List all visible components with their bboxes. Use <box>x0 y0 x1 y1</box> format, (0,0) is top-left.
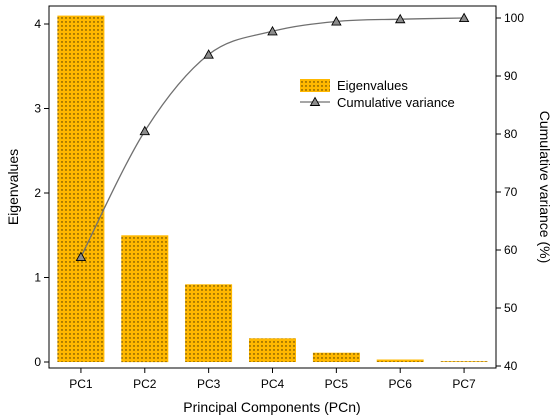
cumulative-point-pc7 <box>458 12 470 23</box>
x-tick-label-pc1: PC1 <box>69 377 93 391</box>
cumulative-variance-line <box>80 17 465 258</box>
legend-label-eigenvalues: Eigenvalues <box>337 78 408 93</box>
y-tick-label: 2 <box>34 186 41 200</box>
y2-tick-label: 60 <box>504 243 518 257</box>
x-tick-label-pc5: PC5 <box>325 377 349 391</box>
bar-pc3 <box>185 284 233 362</box>
cumulative-point-pc1 <box>75 251 87 262</box>
y2-tick-label: 80 <box>504 127 518 141</box>
cumulative-point-pc3 <box>203 49 214 59</box>
cumulative-point-pc5 <box>331 16 342 26</box>
y-tick-label: 1 <box>34 271 41 285</box>
x-tick-label-pc3: PC3 <box>197 377 221 391</box>
y-tick-label: 0 <box>34 355 41 369</box>
legend: Eigenvalues Cumulative variance <box>300 78 455 110</box>
x-axis: PC1 PC2 PC3 PC4 PC5 PC6 PC7 <box>69 368 476 391</box>
x-tick-label-pc7: PC7 <box>452 377 476 391</box>
bar-pc5 <box>312 352 360 362</box>
y2-tick-label: 90 <box>504 69 518 83</box>
bar-pc6 <box>376 359 424 362</box>
y2-tick-label: 40 <box>504 359 518 373</box>
right-axis: 40 50 60 70 80 90 100 <box>496 11 524 373</box>
bar-pc2 <box>121 235 169 363</box>
y2-tick-label: 100 <box>504 11 524 25</box>
left-axis: 0 1 2 3 4 <box>34 17 49 369</box>
x-tick-label-pc6: PC6 <box>389 377 413 391</box>
bars-layer <box>57 15 488 363</box>
cumulative-line-layer <box>75 12 470 262</box>
y2-tick-label: 70 <box>504 185 518 199</box>
cumulative-point-pc6 <box>394 13 406 24</box>
x-axis-title: Principal Components (PCn) <box>183 399 360 415</box>
cumulative-point-pc4 <box>267 25 278 36</box>
y2-tick-label: 50 <box>504 301 518 315</box>
y-tick-label: 4 <box>34 17 41 31</box>
plot-frame <box>48 5 497 369</box>
legend-label-cumulative: Cumulative variance <box>337 95 455 110</box>
y-tick-label: 3 <box>34 102 41 116</box>
y-axis-title: Eigenvalues <box>5 149 21 225</box>
x-tick-label-pc2: PC2 <box>133 377 157 391</box>
cumulative-point-pc2 <box>139 125 151 136</box>
legend-swatch-eigenvalues <box>300 79 330 92</box>
legend-marker-cumulative <box>309 96 321 106</box>
bar-pc7 <box>440 361 488 362</box>
bar-pc4 <box>249 338 296 362</box>
x-tick-label-pc4: PC4 <box>261 377 285 391</box>
bar-pc1 <box>57 15 105 362</box>
y2-axis-title: Cumulative variance (%) <box>537 111 550 264</box>
